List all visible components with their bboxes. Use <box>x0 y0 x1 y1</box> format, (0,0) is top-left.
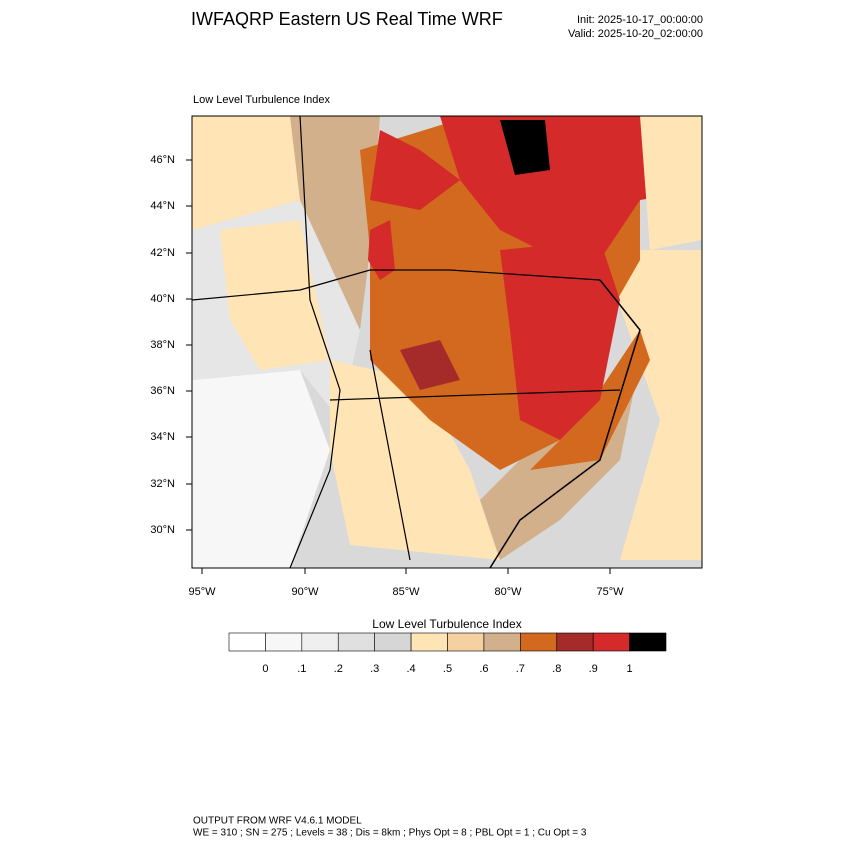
lat-label: 34°N <box>150 431 175 443</box>
lat-label: 32°N <box>150 478 175 490</box>
footer-line: WE = 310 ; SN = 275 ; Levels = 38 ; Dis … <box>193 828 587 839</box>
region <box>640 116 702 250</box>
colorbar-box <box>374 632 412 652</box>
valid-time: Valid: 2025-10-20_02:00:00 <box>568 28 703 40</box>
colorbar-label: .8 <box>552 663 561 675</box>
lat-label: 42°N <box>150 247 175 259</box>
lon-label: 90°W <box>291 586 319 598</box>
colorbar-box <box>265 632 303 652</box>
lon-label: 85°W <box>392 586 420 598</box>
lat-label: 38°N <box>150 339 175 351</box>
region <box>330 360 500 560</box>
lat-label: 40°N <box>150 293 175 305</box>
region <box>400 340 460 390</box>
boundary <box>192 269 601 301</box>
map <box>191 115 703 569</box>
map-subtitle: Low Level Turbulence Index <box>193 94 330 106</box>
colorbar-box <box>556 632 594 652</box>
colorbar-label: 0 <box>262 663 268 675</box>
colorbar-box <box>301 632 339 652</box>
colorbar-label: .1 <box>297 663 306 675</box>
colorbar-box <box>483 632 521 652</box>
lat-label: 36°N <box>150 385 175 397</box>
region <box>500 120 550 175</box>
init-time: Init: 2025-10-17_00:00:00 <box>577 14 703 26</box>
boundary <box>329 389 621 401</box>
colorbar-box <box>337 632 375 652</box>
lat-label: 46°N <box>150 154 175 166</box>
colorbar-box <box>629 632 667 652</box>
region <box>220 220 330 370</box>
colorbar-box <box>228 632 266 652</box>
colorbar-box <box>447 632 485 652</box>
colorbar-label: 1 <box>627 663 633 675</box>
colorbar-label: .7 <box>516 663 525 675</box>
footer-line: OUTPUT FROM WRF V4.6.1 MODEL <box>193 816 362 827</box>
colorbar-label: .6 <box>479 663 488 675</box>
lon-label: 75°W <box>596 586 624 598</box>
colorbar-label: .9 <box>589 663 598 675</box>
map-frame <box>191 115 703 569</box>
colorbar-box <box>520 632 558 652</box>
colorbar-label: .3 <box>370 663 379 675</box>
colorbar-box <box>592 632 630 652</box>
region <box>370 130 460 210</box>
boundary <box>289 116 341 568</box>
colorbar-label: .5 <box>443 663 452 675</box>
region <box>440 116 702 260</box>
coastline <box>489 279 641 568</box>
region <box>368 220 395 280</box>
colorbar-label: .2 <box>334 663 343 675</box>
region <box>290 116 380 330</box>
title: IWFAQRP Eastern US Real Time WRF <box>191 9 503 29</box>
lat-label: 30°N <box>150 524 175 536</box>
colorbar: 0 .1 .2 .3 .4 .5 .6 .7 .8 .9 1 <box>228 632 667 675</box>
region <box>192 116 300 230</box>
colorbar-title: Low Level Turbulence Index <box>372 617 521 631</box>
region <box>500 240 620 440</box>
lon-label: 80°W <box>494 586 522 598</box>
boundary <box>369 349 411 561</box>
lon-label: 95°W <box>188 586 216 598</box>
colorbar-box <box>410 632 448 652</box>
region <box>192 370 330 568</box>
colorbar-label: .4 <box>406 663 415 675</box>
region <box>600 250 702 560</box>
lat-label: 44°N <box>150 200 175 212</box>
region <box>530 330 650 470</box>
